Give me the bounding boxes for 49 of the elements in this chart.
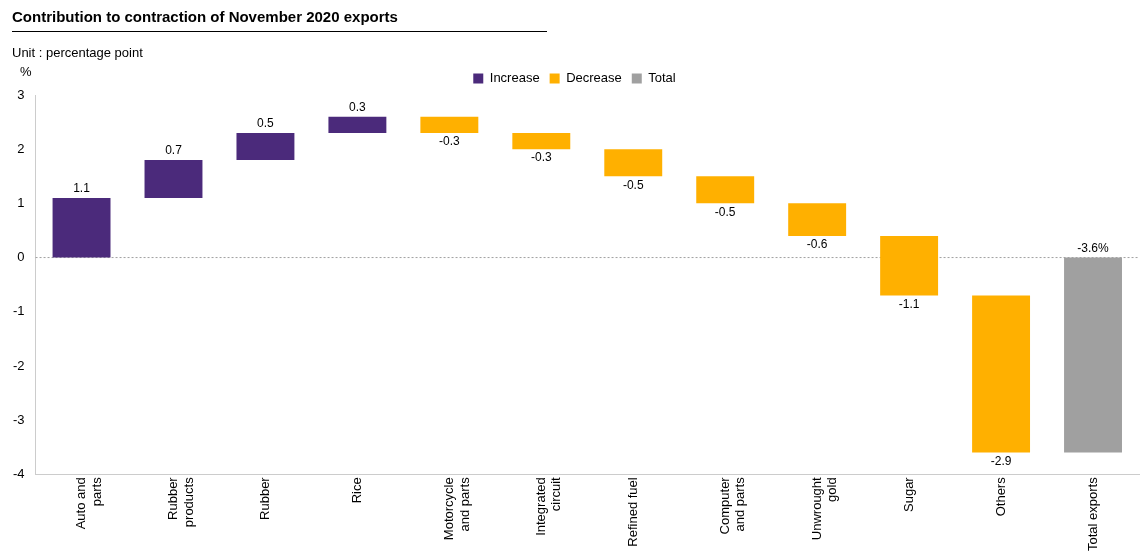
legend-label: Decrease [566, 70, 622, 86]
chart-subtitle: Unit : percentage point [12, 45, 143, 60]
data-label: -0.6 [806, 237, 828, 252]
x-tick-label: Rubber products [165, 476, 196, 528]
x-tick-label: Auto and parts [73, 476, 104, 530]
data-label: -0.5 [622, 177, 644, 192]
bar [972, 295, 1031, 453]
data-label: -1.1 [898, 296, 920, 311]
data-label: -0.3 [530, 150, 552, 165]
chart-title: Contribution to contraction of November 2020 exports [12, 8, 547, 32]
x-tick-label: Total exports [1084, 476, 1100, 551]
x-tick-label: Motorcycle and parts [440, 476, 472, 541]
legend-label: Increase [489, 70, 540, 86]
bar [328, 116, 387, 133]
data-label: -2.9 [990, 453, 1012, 468]
bar [420, 116, 479, 133]
bar [512, 132, 571, 150]
bar [144, 160, 203, 198]
y-axis-title: % [20, 64, 32, 79]
bar [788, 203, 847, 236]
data-label: 0.3 [349, 99, 367, 114]
data-label: 0.7 [165, 143, 183, 158]
y-tick-label: 0 [17, 249, 25, 265]
bar [52, 197, 111, 258]
data-label: 1.1 [73, 181, 91, 196]
x-tick-label: Integrated circuit [532, 476, 564, 536]
data-label: -0.3 [439, 134, 461, 149]
x-tick-label: Unwrought gold [808, 476, 840, 541]
x-tick-label: Computer and parts [716, 476, 748, 535]
data-label: -3.6% [1077, 240, 1110, 255]
bar [604, 149, 663, 177]
bar [696, 176, 755, 204]
bar [236, 132, 295, 161]
x-tick-label: Rubber [257, 476, 273, 520]
data-label: -0.5 [714, 204, 736, 219]
y-tick-label: -3 [13, 411, 25, 427]
x-tick-label: Rice [348, 477, 364, 504]
x-tick-label: Sugar [900, 476, 916, 512]
y-tick-label: -1 [13, 303, 25, 319]
x-tick-label: Refined fuel [624, 477, 640, 547]
y-tick-label: -2 [13, 357, 25, 373]
y-tick-label: 3 [17, 86, 25, 102]
legend-label: Total [648, 70, 676, 86]
y-tick-label: 1 [17, 194, 25, 210]
y-tick-label: 2 [17, 140, 25, 156]
bar [880, 235, 939, 296]
data-label: 0.5 [257, 116, 275, 131]
y-tick-label: -4 [13, 465, 25, 481]
x-tick-label: Others [992, 476, 1008, 517]
